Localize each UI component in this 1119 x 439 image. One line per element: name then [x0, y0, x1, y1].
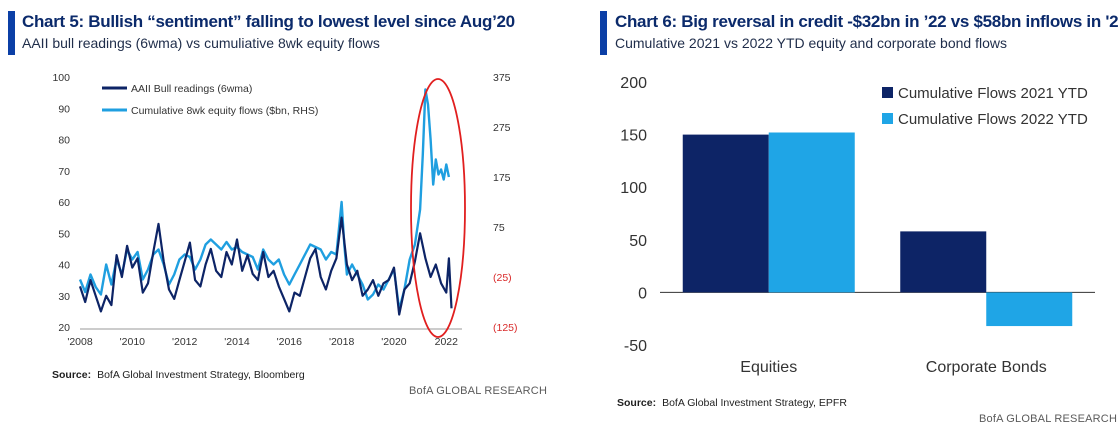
chart5-y-left-tick: 30: [58, 291, 70, 303]
chart5-y-right-tick: 175: [493, 172, 511, 184]
chart6-bar-corporate-bonds-cumulative-flows-2021-ytd: [900, 231, 987, 293]
chart6-title-accent: [600, 11, 607, 55]
chart5-legend-label: Cumulative 8wk equity flows ($bn, RHS): [131, 105, 318, 117]
chart6-category-label: Equities: [740, 359, 797, 376]
chart6-y-tick: 100: [620, 180, 647, 197]
chart5-x-tick: 2022: [435, 336, 459, 348]
chart5-plot: 100 90 80 70 60 50 40 30 20 375 275 175 75 (25) (125) '…: [52, 72, 518, 348]
chart6-plot: 200 150 100 50 0 -50 Equities Corporate Bonds C…: [620, 75, 1095, 376]
chart5-title-accent: [8, 11, 15, 55]
chart5-y-right-tick: (25): [493, 272, 512, 284]
chart6-legend-label: Cumulative Flows 2022 YTD: [898, 111, 1088, 128]
chart6-y-tick: -50: [624, 338, 647, 355]
chart5-source-text: BofA Global Investment Strategy, Bloombe…: [97, 369, 305, 381]
chart5-source: Source: BofA Global Investment Strategy, …: [52, 369, 305, 381]
chart5-y-left-tick: 60: [58, 197, 70, 209]
chart5-y-right-tick: (125): [493, 322, 518, 334]
chart5-y-right-tick: 275: [493, 122, 511, 134]
chart6-title: Chart 6: Big reversal in credit -$32bn i…: [615, 12, 1119, 31]
chart5-x-tick: '2012: [172, 336, 198, 348]
chart5-brand: BofA GLOBAL RESEARCH: [409, 385, 548, 397]
chart5-title: Chart 5: Bullish “sentiment” falling to …: [22, 12, 515, 31]
chart5-y-left-tick: 70: [58, 166, 70, 178]
chart6-subtitle: Cumulative 2021 vs 2022 YTD equity and c…: [615, 35, 1007, 51]
chart5-x-tick: '2016: [277, 336, 303, 348]
chart5-legend-label: AAII Bull readings (6wma): [131, 83, 252, 95]
chart5-y-left-tick: 80: [58, 135, 70, 147]
chart5-panel: Chart 5: Bullish “sentiment” falling to …: [8, 11, 548, 397]
chart5-x-tick: '2014: [224, 336, 250, 348]
chart6-bar-equities-cumulative-flows-2022-ytd: [768, 132, 855, 293]
chart5-series-line-cumulative-8wk-equity-flows-bn-rhs: [78, 88, 451, 311]
chart5-series-line-aaii-bull-readings-6wma: [78, 216, 453, 316]
chart5-y-left-tick: 20: [58, 322, 70, 334]
chart5-y-right-tick: 375: [493, 72, 511, 84]
chart6-legend-swatch: [882, 113, 893, 124]
chart5-x-tick: '2018: [329, 336, 355, 348]
chart5-x-tick: '2010: [120, 336, 146, 348]
chart5-subtitle: AAII bull readings (6wma) vs cumuliative…: [22, 35, 380, 51]
chart5-y-left-tick: 50: [58, 228, 70, 240]
chart6-legend-label: Cumulative Flows 2021 YTD: [898, 85, 1088, 102]
chart6-y-tick: 50: [629, 233, 647, 250]
chart6-bar-equities-cumulative-flows-2021-ytd: [682, 134, 769, 293]
chart6-legend-swatch: [882, 87, 893, 98]
chart5-source-label: Source:: [52, 369, 92, 381]
chart6-y-tick: 0: [638, 285, 647, 302]
chart6-source-text: BofA Global Investment Strategy, EPFR: [662, 397, 847, 409]
chart6-y-tick: 200: [620, 75, 647, 92]
chart6-source-label: Source:: [617, 397, 657, 409]
chart6-category-label: Corporate Bonds: [926, 359, 1047, 376]
chart5-highlight-ellipse: [410, 78, 466, 338]
chart5-y-left-tick: 100: [52, 72, 70, 84]
chart5-y-left-tick: 40: [58, 260, 70, 272]
chart6-bar-corporate-bonds-cumulative-flows-2022-ytd: [986, 292, 1073, 327]
chart5-x-tick: '2020: [381, 336, 407, 348]
chart6-brand: BofA GLOBAL RESEARCH: [979, 413, 1118, 425]
chart6-y-tick: 150: [620, 128, 647, 145]
chart5-x-tick: '2008: [67, 336, 93, 348]
chart6-source: Source: BofA Global Investment Strategy, …: [617, 397, 847, 409]
chart5-y-left-tick: 90: [58, 103, 70, 115]
chart5-y-right-tick: 75: [493, 222, 505, 234]
chart6-panel: Chart 6: Big reversal in credit -$32bn i…: [595, 0, 1119, 439]
